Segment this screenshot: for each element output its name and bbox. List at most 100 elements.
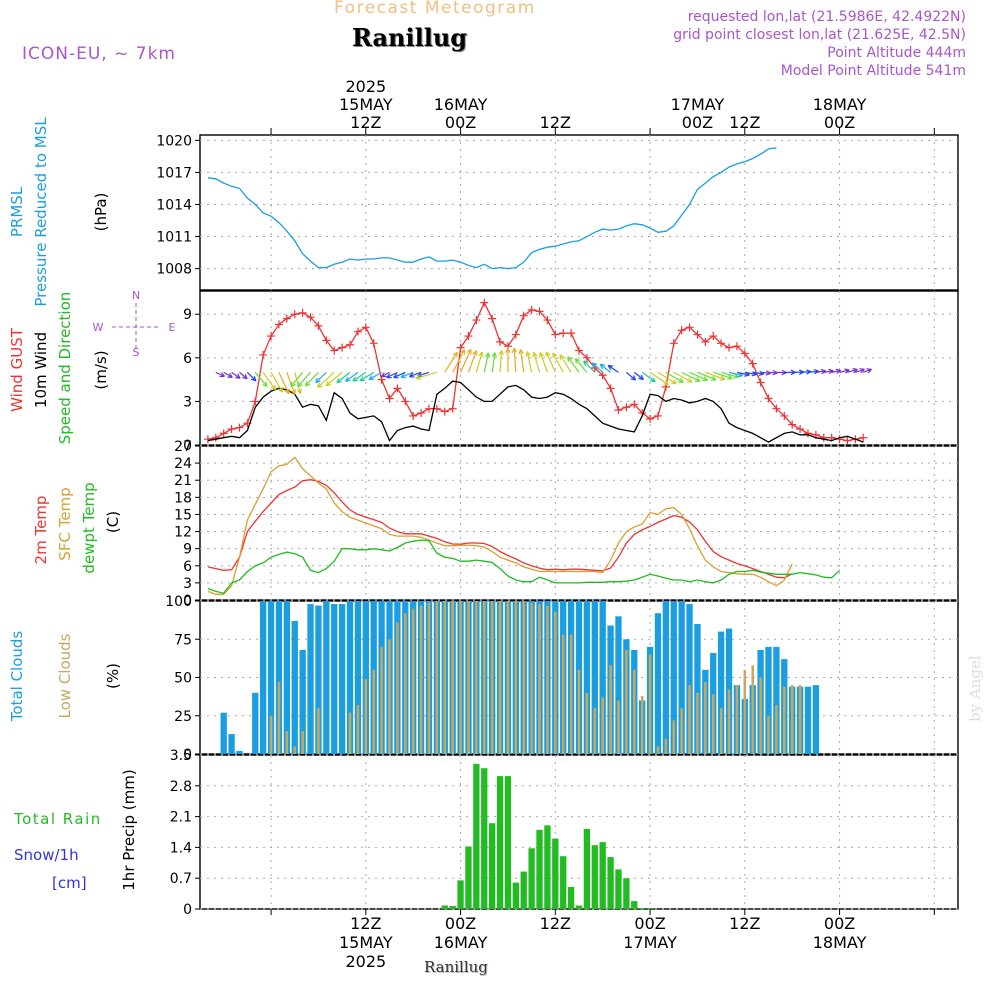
wind-arrow-head bbox=[719, 375, 726, 381]
gust-marker bbox=[677, 326, 686, 335]
bar-low-clouds bbox=[404, 613, 407, 754]
y-tick-label: 75 bbox=[174, 632, 192, 648]
gust-marker bbox=[859, 433, 868, 442]
y-tick-label: 0 bbox=[183, 593, 192, 609]
wind-arrow-head bbox=[250, 375, 257, 382]
temp-unit: (C) bbox=[104, 511, 122, 533]
wind-arrow-head bbox=[599, 363, 606, 369]
gust-marker bbox=[314, 321, 323, 330]
wind-arrow bbox=[728, 371, 743, 377]
wind-arrow-head bbox=[687, 377, 693, 383]
gust-marker bbox=[282, 314, 291, 323]
gust-marker bbox=[409, 411, 418, 420]
wind-arrow-head bbox=[466, 348, 472, 355]
bar-total-clouds bbox=[662, 601, 670, 754]
bar-low-clouds bbox=[546, 605, 549, 754]
series-line-wind-0 bbox=[207, 301, 864, 442]
wind-arrow bbox=[246, 371, 257, 382]
wind-arrow bbox=[491, 352, 496, 373]
bar-total-clouds bbox=[283, 601, 291, 754]
wind-arrow-head bbox=[532, 351, 538, 358]
wind-arrow-head bbox=[325, 380, 332, 387]
wind-arrow bbox=[736, 371, 750, 376]
bar-precip bbox=[583, 828, 591, 909]
wind-arrow-head bbox=[678, 377, 684, 383]
model-label: ICON-EU, ~ 7km bbox=[22, 44, 176, 64]
gust-marker bbox=[227, 425, 236, 434]
wind-arrow-head bbox=[539, 352, 545, 358]
gust-marker bbox=[369, 339, 378, 348]
gust-marker bbox=[559, 329, 568, 338]
bar-low-clouds bbox=[759, 677, 762, 754]
y-tick-label: 21 bbox=[174, 473, 192, 489]
gust-marker bbox=[203, 435, 212, 444]
wind-arrow bbox=[583, 360, 596, 373]
bar-low-clouds bbox=[711, 694, 715, 754]
bar-precip bbox=[441, 905, 448, 909]
bar-low-clouds bbox=[688, 685, 691, 754]
bar-low-clouds bbox=[388, 639, 391, 754]
bar-low-clouds bbox=[467, 601, 470, 754]
gust-marker bbox=[717, 339, 726, 348]
wind-arrow-head bbox=[844, 368, 850, 374]
wind-arrow bbox=[290, 371, 304, 387]
pressure-unit: (hPa) bbox=[92, 193, 110, 232]
wind-arrow bbox=[336, 371, 351, 384]
wind-arrow-head bbox=[511, 347, 518, 353]
wind-arrow bbox=[352, 371, 367, 382]
wind-arrow bbox=[467, 350, 477, 373]
wind-arrow bbox=[533, 352, 541, 373]
wind-arrow-head bbox=[317, 382, 323, 388]
gust-marker bbox=[211, 433, 220, 442]
wind-arrow bbox=[720, 371, 739, 378]
y-tick-label: 3.5 bbox=[170, 748, 192, 764]
gust-marker bbox=[567, 329, 576, 338]
wind-arrow-head bbox=[710, 375, 717, 381]
gust-marker bbox=[740, 349, 749, 358]
wind-arrow-head bbox=[400, 373, 406, 379]
wind-arrow-head bbox=[498, 350, 504, 356]
bar-low-clouds bbox=[380, 646, 383, 754]
bar-low-clouds bbox=[633, 669, 636, 754]
wind-arrow-head bbox=[359, 376, 366, 382]
series-line-temperature-0 bbox=[207, 479, 793, 579]
bottom-time-label: 2025 bbox=[345, 952, 386, 971]
wind-arrow-head bbox=[852, 368, 858, 374]
bottom-time-label: 00Z bbox=[824, 914, 855, 933]
bar-total-clouds bbox=[315, 605, 322, 754]
gust-marker bbox=[646, 414, 655, 423]
wind-arrow bbox=[713, 371, 733, 380]
y-tick-label: 0 bbox=[183, 747, 192, 763]
top-time-label: 00Z bbox=[682, 113, 713, 132]
bar-low-clouds bbox=[585, 692, 589, 754]
bar-precip bbox=[473, 763, 480, 909]
panel-frame-temperature bbox=[199, 445, 959, 601]
wind-arrow bbox=[744, 371, 757, 376]
y-tick-label: 15 bbox=[174, 507, 192, 523]
y-tick-label: 3 bbox=[183, 576, 192, 592]
wind-arrow bbox=[286, 372, 296, 395]
bar-low-clouds bbox=[617, 700, 620, 754]
bar-total-clouds bbox=[591, 601, 598, 754]
bar-total-clouds bbox=[670, 601, 677, 754]
bar-precip bbox=[623, 878, 630, 909]
wind-arrow bbox=[591, 362, 604, 373]
gust-marker bbox=[298, 308, 307, 317]
gust-marker bbox=[361, 323, 370, 332]
bar-low-clouds bbox=[743, 669, 747, 754]
bar-low-clouds bbox=[514, 601, 518, 754]
wind-arrow-head bbox=[671, 379, 677, 385]
series-line-wind-1 bbox=[207, 380, 864, 443]
y-tick-label: 1017 bbox=[156, 165, 192, 181]
bar-precip bbox=[631, 901, 638, 909]
temp-label-2m: 2m Temp bbox=[32, 496, 50, 565]
y-tick-label: 27 bbox=[174, 439, 192, 455]
temp-label-sfc: SFC Temp bbox=[56, 487, 74, 560]
gust-marker bbox=[622, 403, 631, 412]
bar-precip bbox=[465, 846, 472, 909]
gust-marker bbox=[219, 429, 228, 438]
gust-marker bbox=[701, 337, 710, 346]
bar-precip bbox=[496, 776, 504, 909]
wind-arrow bbox=[499, 350, 503, 373]
wind-arrow bbox=[262, 372, 276, 391]
